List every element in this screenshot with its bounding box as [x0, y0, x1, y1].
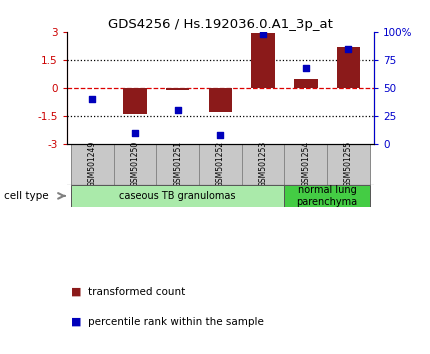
Bar: [114, 144, 157, 185]
Text: GSM501250: GSM501250: [130, 141, 139, 187]
Bar: [337, 47, 360, 88]
Text: transformed count: transformed count: [88, 287, 185, 297]
Bar: [284, 144, 327, 185]
Text: GSM501249: GSM501249: [88, 141, 97, 187]
Title: GDS4256 / Hs.192036.0.A1_3p_at: GDS4256 / Hs.192036.0.A1_3p_at: [108, 18, 333, 31]
Point: [345, 46, 352, 51]
Text: percentile rank within the sample: percentile rank within the sample: [88, 317, 264, 327]
Text: GSM501253: GSM501253: [258, 141, 267, 187]
Point: [174, 108, 181, 113]
Bar: [284, 185, 370, 207]
Bar: [327, 144, 370, 185]
Point: [217, 132, 224, 138]
Bar: [80, 87, 104, 88]
Text: ■: ■: [71, 287, 81, 297]
Bar: [242, 144, 284, 185]
Bar: [199, 144, 242, 185]
Point: [132, 130, 138, 136]
Bar: [209, 88, 232, 112]
Text: GSM501251: GSM501251: [173, 141, 182, 187]
Text: normal lung
parenchyma: normal lung parenchyma: [297, 185, 358, 207]
Bar: [71, 185, 284, 207]
Point: [260, 31, 267, 37]
Bar: [166, 88, 190, 90]
Bar: [157, 144, 199, 185]
Text: GSM501255: GSM501255: [344, 141, 353, 187]
Text: GSM501254: GSM501254: [301, 141, 310, 187]
Text: GSM501252: GSM501252: [216, 141, 225, 187]
Point: [302, 65, 309, 70]
Bar: [123, 88, 147, 114]
Bar: [294, 79, 317, 88]
Text: cell type: cell type: [4, 191, 49, 201]
Text: caseous TB granulomas: caseous TB granulomas: [120, 191, 236, 201]
Point: [89, 96, 96, 102]
Text: ■: ■: [71, 317, 81, 327]
Bar: [251, 33, 275, 88]
Bar: [71, 144, 114, 185]
